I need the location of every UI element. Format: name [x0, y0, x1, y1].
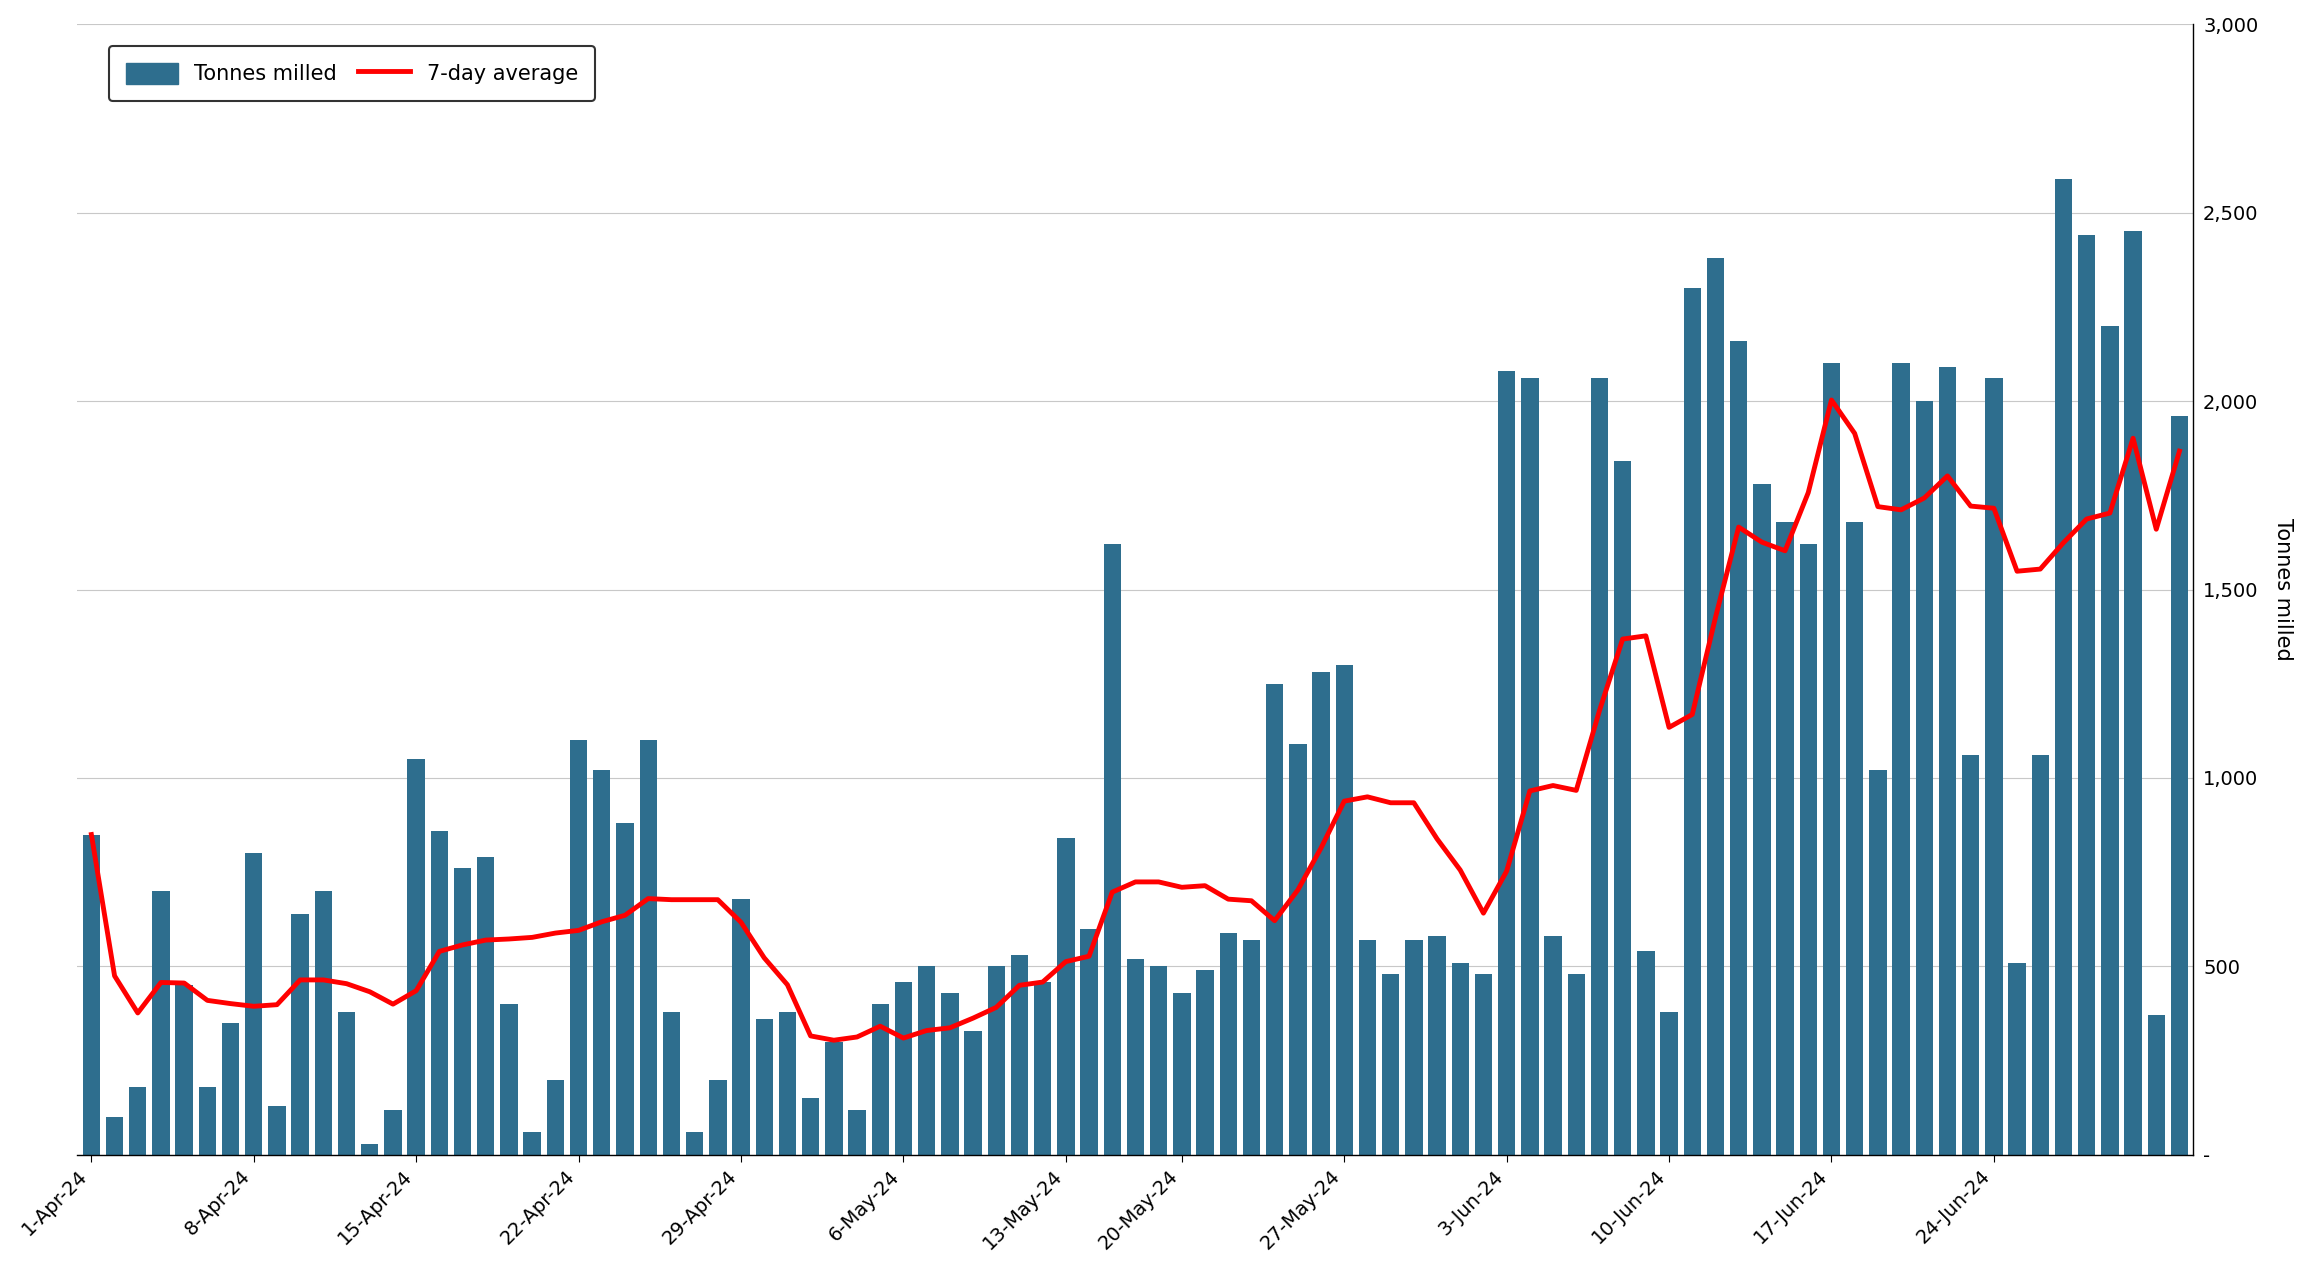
Bar [2171, 417, 2188, 1154]
Bar [1197, 970, 1213, 1154]
Bar [709, 1080, 728, 1154]
Bar [1497, 371, 1515, 1154]
Bar [848, 1110, 866, 1154]
Bar [501, 1005, 517, 1154]
Bar [2056, 179, 2072, 1154]
Bar [686, 1133, 702, 1154]
Bar [1615, 461, 1631, 1154]
Bar [1012, 955, 1028, 1154]
Bar [1404, 940, 1423, 1154]
Bar [1220, 932, 1236, 1154]
Bar [917, 966, 936, 1154]
Bar [1869, 771, 1887, 1154]
Bar [825, 1041, 843, 1154]
Bar [732, 899, 751, 1154]
Bar [222, 1024, 240, 1154]
Bar [2079, 235, 2095, 1154]
Bar [617, 823, 633, 1154]
Bar [755, 1020, 774, 1154]
Bar [152, 892, 169, 1154]
Bar [337, 1012, 356, 1154]
Bar [524, 1133, 541, 1154]
Y-axis label: Tonnes milled: Tonnes milled [2273, 518, 2294, 660]
Bar [1243, 940, 1261, 1154]
Bar [1173, 993, 1190, 1154]
Bar [106, 1118, 122, 1154]
Bar [407, 759, 425, 1154]
Bar [1661, 1012, 1677, 1154]
Bar [1081, 928, 1097, 1154]
Bar [430, 831, 448, 1154]
Bar [245, 853, 263, 1154]
Bar [594, 771, 610, 1154]
Bar [1127, 959, 1143, 1154]
Bar [2125, 231, 2141, 1154]
Bar [1892, 363, 1910, 1154]
Bar [1707, 258, 1723, 1154]
Bar [83, 834, 99, 1154]
Bar [383, 1110, 402, 1154]
Bar [1799, 545, 1818, 1154]
Bar [1846, 522, 1864, 1154]
Legend: Tonnes milled, 7-day average: Tonnes milled, 7-day average [109, 46, 594, 100]
Bar [268, 1106, 286, 1154]
Bar [314, 892, 333, 1154]
Bar [894, 982, 912, 1154]
Bar [571, 740, 587, 1154]
Bar [1823, 363, 1841, 1154]
Bar [1035, 982, 1051, 1154]
Bar [129, 1087, 146, 1154]
Bar [453, 869, 471, 1154]
Bar [1545, 936, 1562, 1154]
Bar [1984, 378, 2003, 1154]
Bar [478, 857, 494, 1154]
Bar [640, 740, 656, 1154]
Bar [1961, 756, 1980, 1154]
Bar [1730, 340, 1746, 1154]
Bar [871, 1005, 889, 1154]
Bar [963, 1030, 982, 1154]
Bar [986, 966, 1005, 1154]
Bar [1776, 522, 1795, 1154]
Bar [547, 1080, 564, 1154]
Bar [802, 1099, 820, 1154]
Bar [360, 1143, 379, 1154]
Bar [1592, 378, 1608, 1154]
Bar [1684, 288, 1700, 1154]
Bar [1451, 963, 1469, 1154]
Bar [1522, 378, 1538, 1154]
Bar [199, 1087, 217, 1154]
Bar [778, 1012, 797, 1154]
Bar [1915, 401, 1933, 1154]
Bar [2030, 756, 2049, 1154]
Bar [2148, 1016, 2164, 1154]
Bar [1938, 367, 1957, 1154]
Bar [1312, 672, 1331, 1154]
Bar [1568, 974, 1585, 1154]
Bar [1753, 484, 1769, 1154]
Bar [1358, 940, 1377, 1154]
Bar [176, 986, 192, 1154]
Bar [1289, 744, 1307, 1154]
Bar [1335, 665, 1354, 1154]
Bar [1428, 936, 1446, 1154]
Bar [663, 1012, 679, 1154]
Bar [1381, 974, 1400, 1154]
Bar [2007, 963, 2026, 1154]
Bar [1058, 838, 1074, 1154]
Bar [1104, 545, 1120, 1154]
Bar [291, 913, 310, 1154]
Bar [2102, 325, 2118, 1154]
Bar [940, 993, 959, 1154]
Bar [1474, 974, 1492, 1154]
Bar [1638, 951, 1654, 1154]
Bar [1266, 683, 1284, 1154]
Bar [1150, 966, 1167, 1154]
